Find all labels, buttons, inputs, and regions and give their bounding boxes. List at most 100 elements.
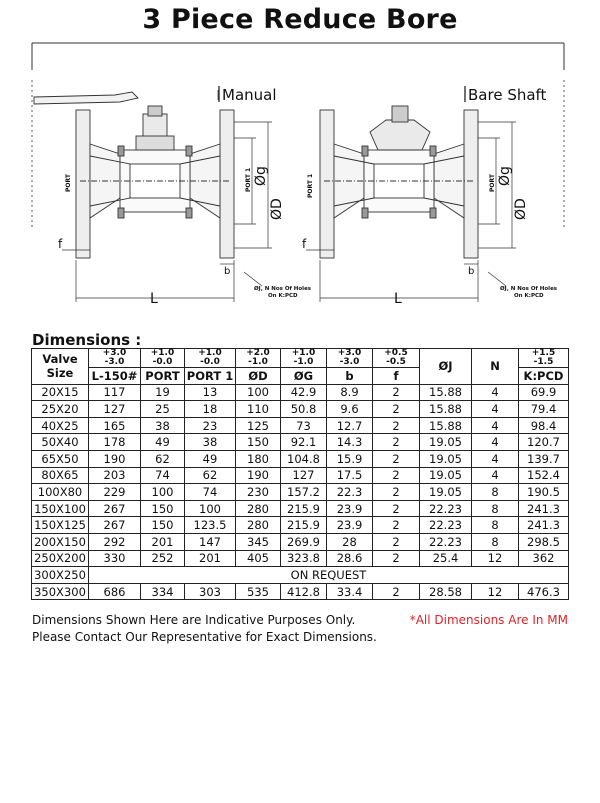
table-cell: 38 bbox=[140, 416, 185, 435]
table-cell: 4 bbox=[471, 466, 519, 485]
table-cell: 8 bbox=[471, 532, 519, 551]
table-cell: 127 bbox=[280, 466, 327, 485]
tol-f: +0.5 -0.5 bbox=[372, 348, 420, 368]
tol-port1: +1.0 -0.0 bbox=[184, 348, 236, 368]
table-cell: 14.3 bbox=[326, 433, 373, 451]
table-row: 50X40 178 49 38 150 92.1 14.3 2 19.05 4 120.7 bbox=[31, 433, 569, 451]
manual-valve-section bbox=[33, 91, 235, 259]
table-cell: 13 bbox=[184, 383, 236, 402]
manual-dia-d-label: ØD bbox=[269, 198, 285, 220]
table-cell: 201 bbox=[140, 532, 185, 551]
table-cell: 405 bbox=[235, 549, 281, 568]
table-cell: 23.9 bbox=[326, 516, 373, 534]
table-cell: 165 bbox=[88, 416, 141, 435]
table-row-on-request: 300X250 ON REQUEST bbox=[31, 566, 569, 584]
table-cell: 127 bbox=[88, 400, 141, 418]
col-f: f bbox=[372, 367, 420, 385]
table-cell: 120.7 bbox=[518, 433, 569, 451]
valve-drawing: Manual PORT PORT 1 Øg ØD f b L ØJ, N Nos… bbox=[31, 42, 565, 307]
table-cell: 215.9 bbox=[280, 516, 327, 534]
bare-shaft-dia-d-label: ØD bbox=[513, 198, 529, 220]
dimensions-table: Valve Size +3.0 -3.0 +1.0 -0.0 +1.0 -0.0 +2… bbox=[31, 348, 569, 601]
table-cell: 19.05 bbox=[419, 433, 472, 451]
col-n: N bbox=[471, 348, 519, 385]
table-cell: 123.5 bbox=[184, 516, 236, 534]
table-cell: 50X40 bbox=[31, 433, 89, 451]
table-cell: 15.9 bbox=[326, 449, 373, 468]
table-cell: 8 bbox=[471, 499, 519, 518]
table-cell: 15.88 bbox=[419, 400, 472, 418]
table-cell: 201 bbox=[184, 549, 236, 568]
table-cell: 280 bbox=[235, 516, 281, 534]
table-cell: 190 bbox=[88, 449, 141, 468]
table-cell: 152.4 bbox=[518, 466, 569, 485]
table-cell: 22.23 bbox=[419, 516, 472, 534]
table-cell: 150 bbox=[140, 499, 185, 518]
table-cell: 12.7 bbox=[326, 416, 373, 435]
table-cell: 4 bbox=[471, 383, 519, 402]
table-cell: 330 bbox=[88, 549, 141, 568]
table-cell: 65X50 bbox=[31, 449, 89, 468]
table-cell: 98.4 bbox=[518, 416, 569, 435]
table-cell: 49 bbox=[140, 433, 185, 451]
table-cell: 150X125 bbox=[31, 516, 89, 534]
table-cell: 100X80 bbox=[31, 483, 89, 501]
note-contact: Please Contact Our Representative for Ex… bbox=[32, 630, 377, 644]
table-cell: 50.8 bbox=[280, 400, 327, 418]
table-row: 150X100 267 150 100 280 215.9 23.9 2 22.23 8 241.3 bbox=[31, 499, 569, 518]
table-cell: 535 bbox=[235, 582, 281, 601]
table-cell: 178 bbox=[88, 433, 141, 451]
bare-shaft-port1-label: PORT 1 bbox=[307, 174, 314, 198]
bare-shaft-b-label: b bbox=[468, 266, 474, 277]
table-cell: 49 bbox=[184, 449, 236, 468]
table-row: 20X15 117 19 13 100 42.9 8.9 2 15.88 4 69.9 bbox=[31, 383, 569, 402]
table-row: 350X300 686 334 303 535 412.8 33.4 2 28.58 12 476.… bbox=[31, 582, 569, 601]
table-cell: 241.3 bbox=[518, 499, 569, 518]
bare-shaft-dimensions bbox=[306, 121, 516, 302]
table-cell: 267 bbox=[88, 499, 141, 518]
bare-shaft-dia-g-label: Øg bbox=[497, 166, 513, 186]
table-cell: 38 bbox=[184, 433, 236, 451]
table-cell: 4 bbox=[471, 400, 519, 418]
manual-label: Manual bbox=[222, 86, 277, 104]
table-cell: 362 bbox=[518, 549, 569, 568]
table-cell: 125 bbox=[235, 416, 281, 435]
table-cell: 250X200 bbox=[31, 549, 89, 568]
table-cell: 269.9 bbox=[280, 532, 327, 551]
table-cell: 73 bbox=[280, 416, 327, 435]
col-d: ØD bbox=[235, 367, 281, 385]
table-cell: 215.9 bbox=[280, 499, 327, 518]
table-cell: 300X250 bbox=[31, 566, 89, 584]
table-cell: 74 bbox=[140, 466, 185, 485]
table-cell: 298.5 bbox=[518, 532, 569, 551]
table-cell: 2 bbox=[372, 400, 420, 418]
table-cell: 476.3 bbox=[518, 582, 569, 601]
table-row: 25X20 127 25 18 110 50.8 9.6 2 15.88 4 79.4 bbox=[31, 400, 569, 418]
table-row: 100X80 229 100 74 230 157.2 22.3 2 19.05 8 190.5 bbox=[31, 483, 569, 501]
table-cell: 25.4 bbox=[419, 549, 472, 568]
table-cell: 2 bbox=[372, 416, 420, 435]
tol-g: +1.0 -1.0 bbox=[280, 348, 327, 368]
table-cell: 334 bbox=[140, 582, 185, 601]
table-row: 200X150 292 201 147 345 269.9 28 2 22.23 8 298.5 bbox=[31, 532, 569, 551]
table-cell: 190 bbox=[235, 466, 281, 485]
table-cell: 230 bbox=[235, 483, 281, 501]
manual-port-label: PORT bbox=[65, 173, 72, 192]
table-cell: 110 bbox=[235, 400, 281, 418]
manual-dia-g-label: Øg bbox=[253, 166, 269, 186]
bare-shaft-holes-note-2: On K:PCD bbox=[514, 293, 544, 299]
table-cell: 62 bbox=[140, 449, 185, 468]
table-cell: 15.88 bbox=[419, 416, 472, 435]
table-cell: 19.05 bbox=[419, 466, 472, 485]
table-cell: 180 bbox=[235, 449, 281, 468]
table-cell: 150X100 bbox=[31, 499, 89, 518]
table-cell: 28 bbox=[326, 532, 373, 551]
bare-shaft-holes-note-1: ØJ, N Nos Of Holes bbox=[500, 285, 558, 292]
table-cell: 2 bbox=[372, 516, 420, 534]
manual-holes-note-1: ØJ, N Nos Of Holes bbox=[254, 285, 312, 292]
manual-holes-note-2: On K:PCD bbox=[268, 293, 298, 299]
table-cell: 15.88 bbox=[419, 383, 472, 402]
tol-port: +1.0 -0.0 bbox=[140, 348, 185, 368]
table-row: 40X25 165 38 23 125 73 12.7 2 15.88 4 98.4 bbox=[31, 416, 569, 435]
